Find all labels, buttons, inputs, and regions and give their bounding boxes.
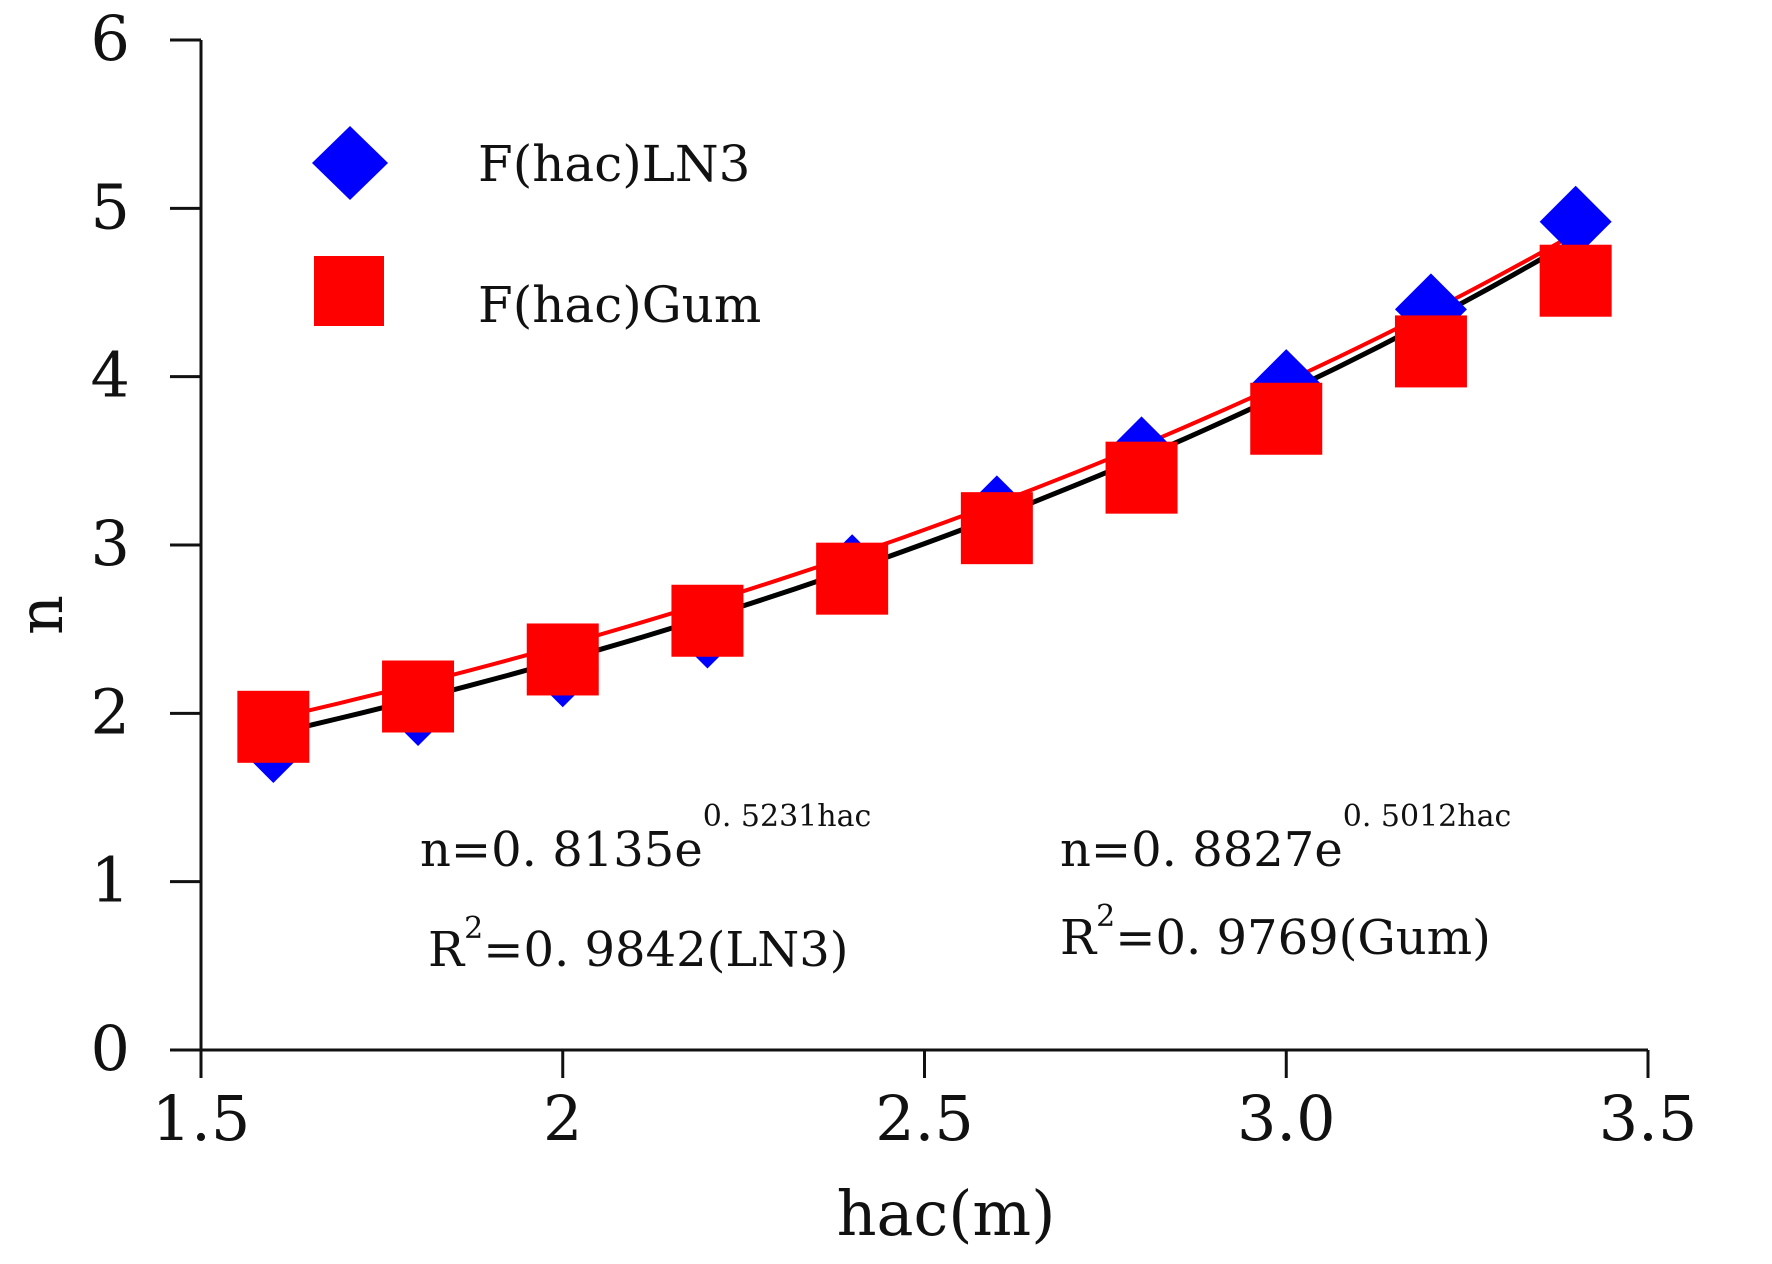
gum-point [382, 660, 455, 733]
r2-ln3-sup: 2 [464, 911, 483, 946]
x-tick-label: 2.5 [875, 1082, 974, 1155]
gum-point [671, 584, 744, 657]
x-ticks: 1.5 2 2.5 3.0 3.5 [152, 1050, 1698, 1155]
gum-point [526, 623, 599, 696]
y-tick-label: 6 [91, 2, 130, 75]
x-tick-label: 3.5 [1599, 1082, 1698, 1155]
r2-gum-rest: =0. 9769(Gum) [1115, 910, 1491, 966]
x-axis-title: hac(m) [837, 1177, 1056, 1250]
r2-ln3-r: R [428, 922, 466, 978]
r2-ln3-rest: =0. 9842(LN3) [483, 922, 848, 978]
trendline-gum [272, 231, 1577, 721]
y-tick-label: 1 [91, 844, 130, 917]
equation-ln3-exponent: 0. 5231hac [703, 799, 872, 834]
equation-ln3: n=0. 8135e0. 5231hac [420, 799, 871, 878]
equation-gum-main: n=0. 8827e [1060, 822, 1343, 878]
y-tick-label: 2 [91, 675, 130, 748]
ln3-point [1539, 185, 1612, 258]
axes [170, 40, 1648, 1052]
gum-point [1250, 382, 1323, 455]
y-tick-label: 5 [91, 170, 130, 243]
r2-gum-sup: 2 [1096, 899, 1115, 934]
gum-point [1105, 441, 1178, 514]
trendline-ln3 [272, 237, 1577, 737]
equation-ln3-main: n=0. 8135e [420, 822, 703, 878]
y-tick-label: 4 [91, 339, 130, 412]
markers [237, 185, 1612, 783]
legend: F(hac)LN3 F(hac)Gum [312, 126, 761, 334]
x-tick-label: 3.0 [1237, 1082, 1336, 1155]
r2-gum-r: R [1060, 910, 1098, 966]
gum-point [960, 492, 1033, 565]
gum-point [816, 542, 889, 615]
x-tick-label: 2 [543, 1082, 582, 1155]
y-ticks: 0 1 2 3 4 5 6 [91, 2, 201, 1085]
equation-annotations: n=0. 8135e0. 5231hac R2=0. 9842(LN3) n=0… [420, 799, 1511, 978]
trendlines [272, 231, 1577, 737]
y-axis-title: n [4, 595, 77, 635]
legend-label-gum: F(hac)Gum [478, 276, 761, 334]
legend-diamond-icon [312, 126, 388, 200]
gum-point [1539, 244, 1612, 317]
equation-gum-exponent: 0. 5012hac [1343, 799, 1512, 834]
x-tick-label: 1.5 [152, 1082, 251, 1155]
legend-square-icon [314, 256, 384, 326]
y-tick-label: 3 [91, 507, 130, 580]
gum-point [1394, 315, 1467, 388]
equation-gum: n=0. 8827e0. 5012hac [1060, 799, 1511, 878]
gum-point [237, 690, 310, 763]
y-tick-label: 0 [91, 1012, 130, 1085]
r2-ln3: R2=0. 9842(LN3) [428, 911, 849, 978]
legend-label-ln3: F(hac)LN3 [478, 135, 751, 193]
r2-gum: R2=0. 9769(Gum) [1060, 899, 1491, 966]
